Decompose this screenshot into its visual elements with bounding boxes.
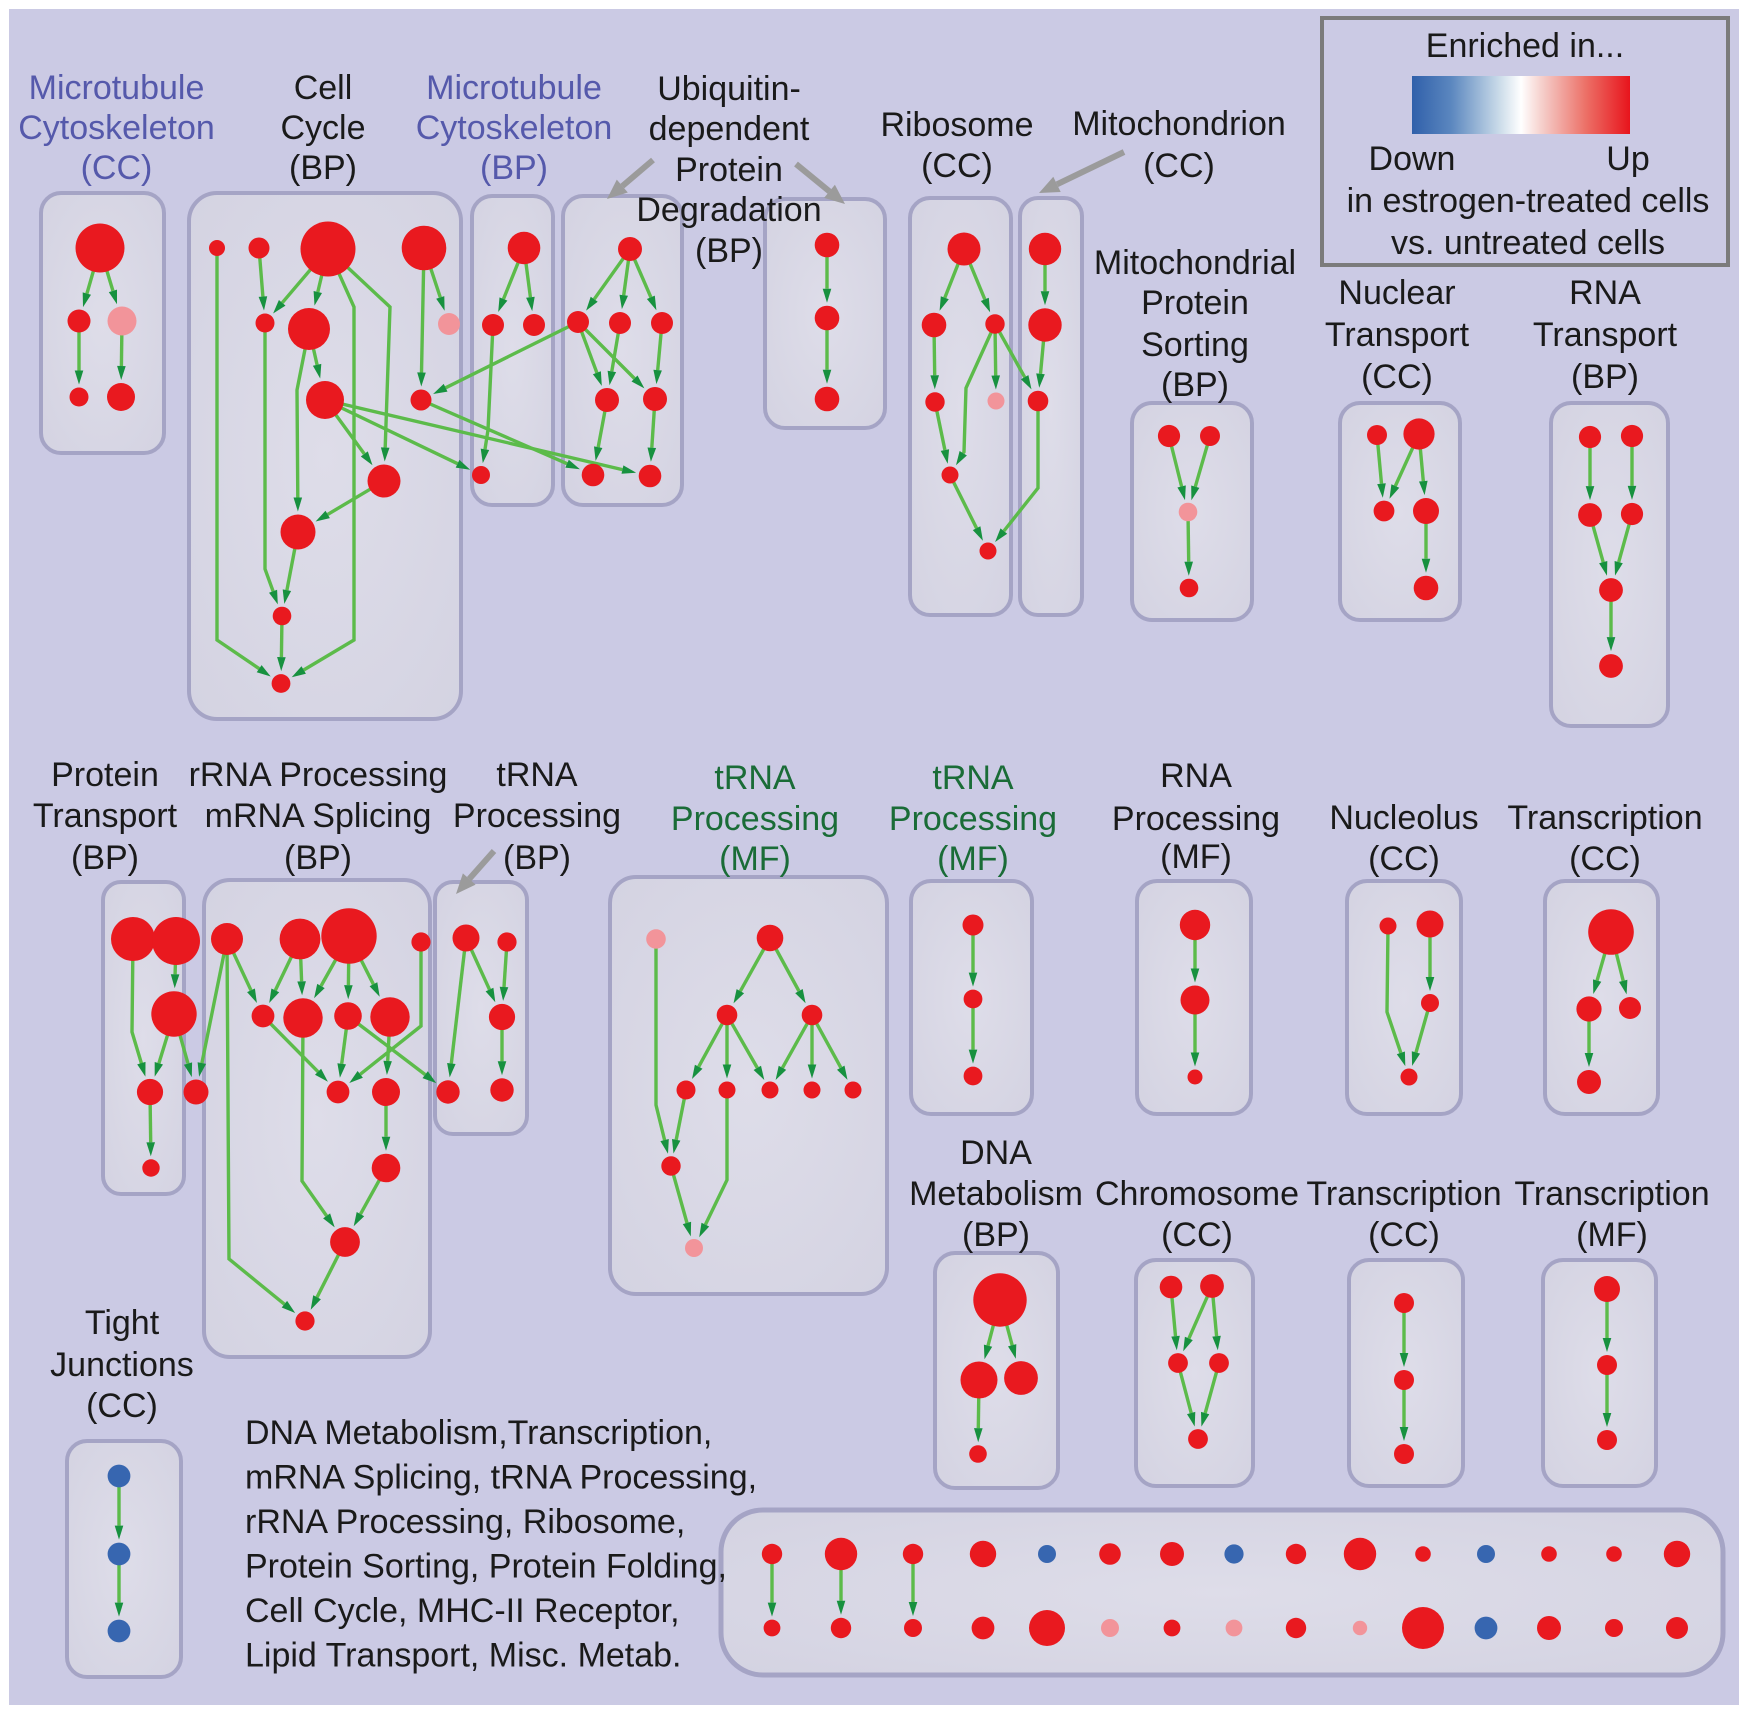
svg-text:Down: Down — [1369, 140, 1456, 178]
svg-text:Junctions: Junctions — [50, 1346, 194, 1384]
svg-text:DNA Metabolism,Transcription,: DNA Metabolism,Transcription, — [245, 1414, 712, 1452]
svg-text:Processing: Processing — [889, 800, 1057, 838]
svg-text:vs. untreated cells: vs. untreated cells — [1391, 224, 1665, 262]
svg-text:tRNA: tRNA — [932, 759, 1014, 797]
svg-text:Protein: Protein — [1141, 284, 1249, 322]
svg-text:(MF): (MF) — [719, 840, 791, 878]
svg-text:(BP): (BP) — [284, 839, 352, 877]
svg-text:Transcription: Transcription — [1514, 1175, 1709, 1213]
svg-text:Transcription: Transcription — [1306, 1175, 1501, 1213]
svg-text:(BP): (BP) — [695, 232, 763, 270]
svg-text:Tight: Tight — [85, 1304, 160, 1342]
svg-text:(CC): (CC) — [921, 147, 993, 185]
svg-text:Cell Cycle, MHC-II Receptor,: Cell Cycle, MHC-II Receptor, — [245, 1592, 680, 1630]
svg-text:Nucleolus: Nucleolus — [1329, 799, 1478, 837]
svg-text:Processing: Processing — [671, 800, 839, 838]
svg-text:mRNA Splicing: mRNA Splicing — [205, 797, 432, 835]
svg-text:Degradation: Degradation — [636, 191, 821, 229]
svg-text:Enriched in...: Enriched in... — [1426, 27, 1624, 65]
svg-text:(BP): (BP) — [289, 149, 357, 187]
svg-text:(MF): (MF) — [1160, 838, 1232, 876]
svg-text:Ubiquitin-: Ubiquitin- — [657, 70, 801, 108]
svg-text:(CC): (CC) — [81, 149, 153, 187]
svg-text:(MF): (MF) — [1576, 1216, 1648, 1254]
svg-text:Transport: Transport — [33, 797, 178, 835]
svg-text:RNA: RNA — [1569, 274, 1641, 312]
svg-text:RNA: RNA — [1160, 757, 1232, 795]
svg-text:(BP): (BP) — [503, 839, 571, 877]
svg-text:Metabolism: Metabolism — [909, 1175, 1083, 1213]
svg-text:(MF): (MF) — [937, 840, 1009, 878]
svg-text:(BP): (BP) — [1161, 366, 1229, 404]
svg-text:Transport: Transport — [1325, 316, 1470, 354]
svg-text:Cell: Cell — [294, 69, 353, 107]
svg-text:Mitochondrion: Mitochondrion — [1072, 105, 1286, 143]
svg-text:(CC): (CC) — [86, 1387, 158, 1425]
svg-text:(BP): (BP) — [962, 1216, 1030, 1254]
svg-text:in estrogen-treated cells: in estrogen-treated cells — [1347, 182, 1710, 220]
svg-text:mRNA Splicing, tRNA Processing: mRNA Splicing, tRNA Processing, — [245, 1459, 757, 1497]
svg-text:(CC): (CC) — [1161, 1216, 1233, 1254]
svg-text:(CC): (CC) — [1143, 147, 1215, 185]
svg-text:tRNA: tRNA — [496, 756, 578, 794]
svg-text:Transcription: Transcription — [1507, 799, 1702, 837]
svg-text:Microtubule: Microtubule — [426, 69, 602, 107]
svg-text:tRNA: tRNA — [714, 759, 796, 797]
svg-text:Protein: Protein — [675, 151, 783, 189]
svg-text:rRNA Processing: rRNA Processing — [189, 756, 448, 794]
svg-text:(BP): (BP) — [480, 149, 548, 187]
svg-text:Cytoskeleton: Cytoskeleton — [18, 109, 215, 147]
svg-text:Processing: Processing — [1112, 800, 1280, 838]
svg-text:Chromosome: Chromosome — [1095, 1175, 1299, 1213]
svg-text:(BP): (BP) — [71, 839, 139, 877]
svg-text:Up: Up — [1606, 140, 1649, 178]
svg-text:Microtubule: Microtubule — [29, 69, 205, 107]
svg-text:Protein Sorting, Protein Foldi: Protein Sorting, Protein Folding, — [245, 1548, 727, 1586]
svg-text:dependent: dependent — [649, 110, 810, 148]
svg-text:DNA: DNA — [960, 1134, 1032, 1172]
svg-text:Mitochondrial: Mitochondrial — [1094, 244, 1296, 282]
svg-text:(CC): (CC) — [1368, 840, 1440, 878]
svg-text:Nuclear: Nuclear — [1338, 274, 1455, 312]
svg-text:Sorting: Sorting — [1141, 326, 1249, 364]
svg-text:(CC): (CC) — [1368, 1216, 1440, 1254]
svg-text:rRNA Processing, Ribosome,: rRNA Processing, Ribosome, — [245, 1503, 685, 1541]
svg-text:Transport: Transport — [1533, 316, 1678, 354]
svg-text:Lipid Transport, Misc. Metab.: Lipid Transport, Misc. Metab. — [245, 1637, 682, 1675]
svg-text:Protein: Protein — [51, 756, 159, 794]
svg-text:Processing: Processing — [453, 797, 621, 835]
svg-text:Cytoskeleton: Cytoskeleton — [416, 109, 613, 147]
svg-text:Ribosome: Ribosome — [880, 106, 1033, 144]
svg-text:Cycle: Cycle — [280, 109, 365, 147]
svg-text:(BP): (BP) — [1571, 358, 1639, 396]
svg-text:(CC): (CC) — [1569, 840, 1641, 878]
svg-text:(CC): (CC) — [1361, 358, 1433, 396]
